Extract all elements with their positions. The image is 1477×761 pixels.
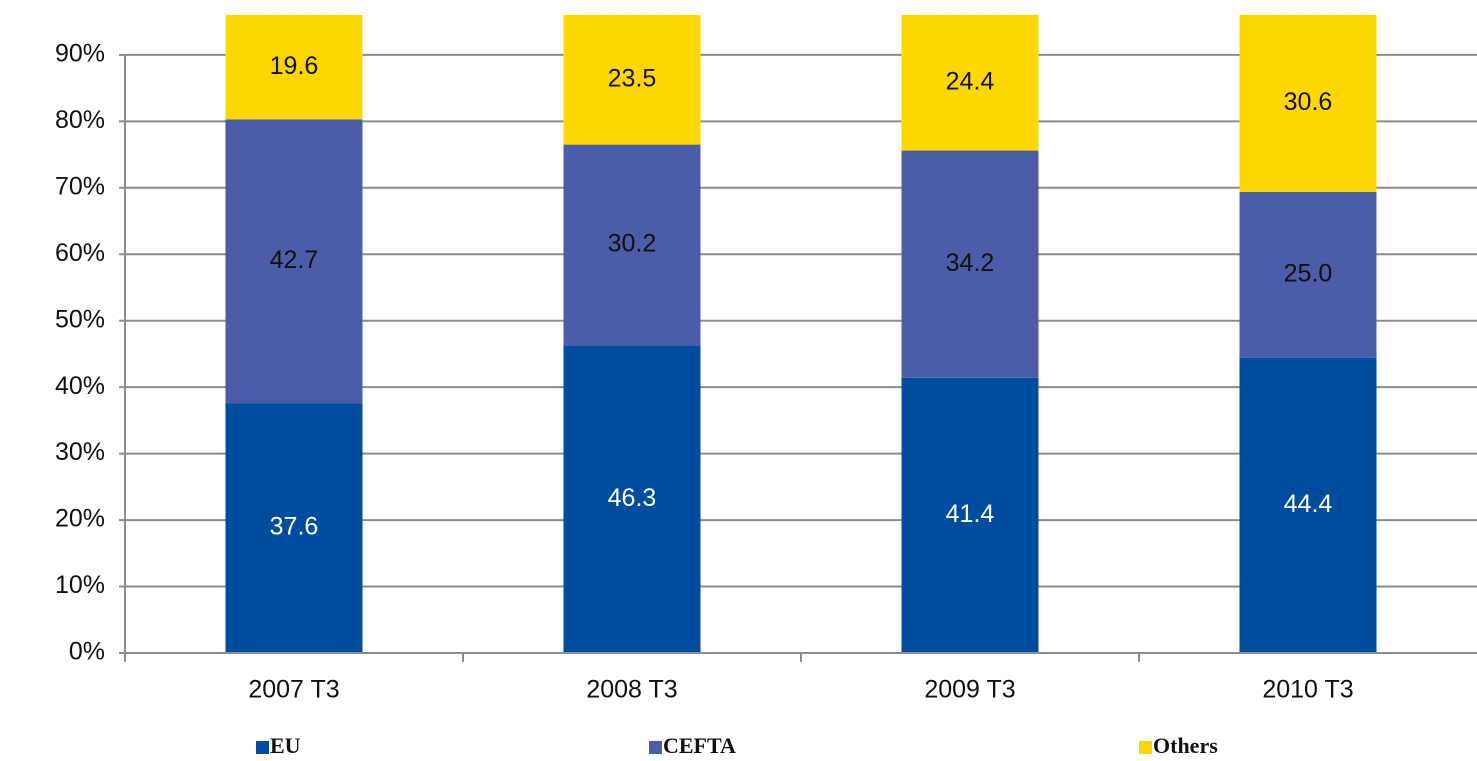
data-label: 41.4 [946, 500, 995, 528]
y-tick-label: 90% [55, 39, 105, 67]
bar-segment [1239, 191, 1377, 358]
bar-segment [225, 15, 363, 120]
foreground: 0% 10% 20% 30% 40% 50% 60% 70% 80% 90% 2007 T3 37.6… [55, 39, 1477, 758]
data-label: 46.3 [608, 484, 657, 512]
y-tick-label: 10% [55, 571, 105, 599]
y-tick-label: 30% [55, 438, 105, 466]
y-tick-label: 80% [55, 106, 105, 134]
data-label: 30.2 [608, 230, 657, 258]
y-tick-label: 70% [55, 172, 105, 200]
legend-swatch [1139, 741, 1152, 754]
legend-label: CEFTA [663, 733, 736, 758]
bar-segment [563, 345, 701, 653]
bar-segment [563, 15, 701, 145]
y-tick-label: 60% [55, 239, 105, 267]
y-tick-label: 0% [69, 638, 105, 666]
y-tick-label: 20% [55, 505, 105, 533]
bar-segment [901, 15, 1039, 151]
bar-segment [225, 119, 363, 404]
data-label: 37.6 [270, 513, 319, 541]
legend-swatch [649, 741, 662, 754]
data-label: 42.7 [270, 246, 319, 274]
bar-segment [225, 403, 363, 653]
data-label: 23.5 [608, 64, 657, 92]
data-label: 34.2 [946, 249, 995, 277]
data-label: 19.6 [270, 52, 319, 80]
bars [225, 15, 1377, 653]
legend-label: Others [1153, 733, 1218, 758]
data-label: 30.6 [1284, 88, 1333, 116]
bar-segment [1239, 15, 1377, 192]
bar-segment [901, 377, 1039, 653]
x-tick-label: 2009 T3 [924, 676, 1015, 704]
y-tick-label: 50% [55, 305, 105, 333]
y-tick-label: 40% [55, 372, 105, 400]
data-label: 24.4 [946, 67, 995, 95]
x-tick-label: 2007 T3 [248, 676, 339, 704]
x-tick-label: 2008 T3 [586, 676, 677, 704]
legend-label: EU [270, 733, 301, 758]
data-label: 25.0 [1284, 259, 1333, 287]
bar-segment [901, 150, 1039, 378]
x-tick-label: 2010 T3 [1262, 676, 1353, 704]
bar-segment [563, 144, 701, 346]
legend-swatch [256, 741, 269, 754]
data-label: 44.4 [1284, 490, 1333, 518]
bar-segment [1239, 357, 1377, 653]
